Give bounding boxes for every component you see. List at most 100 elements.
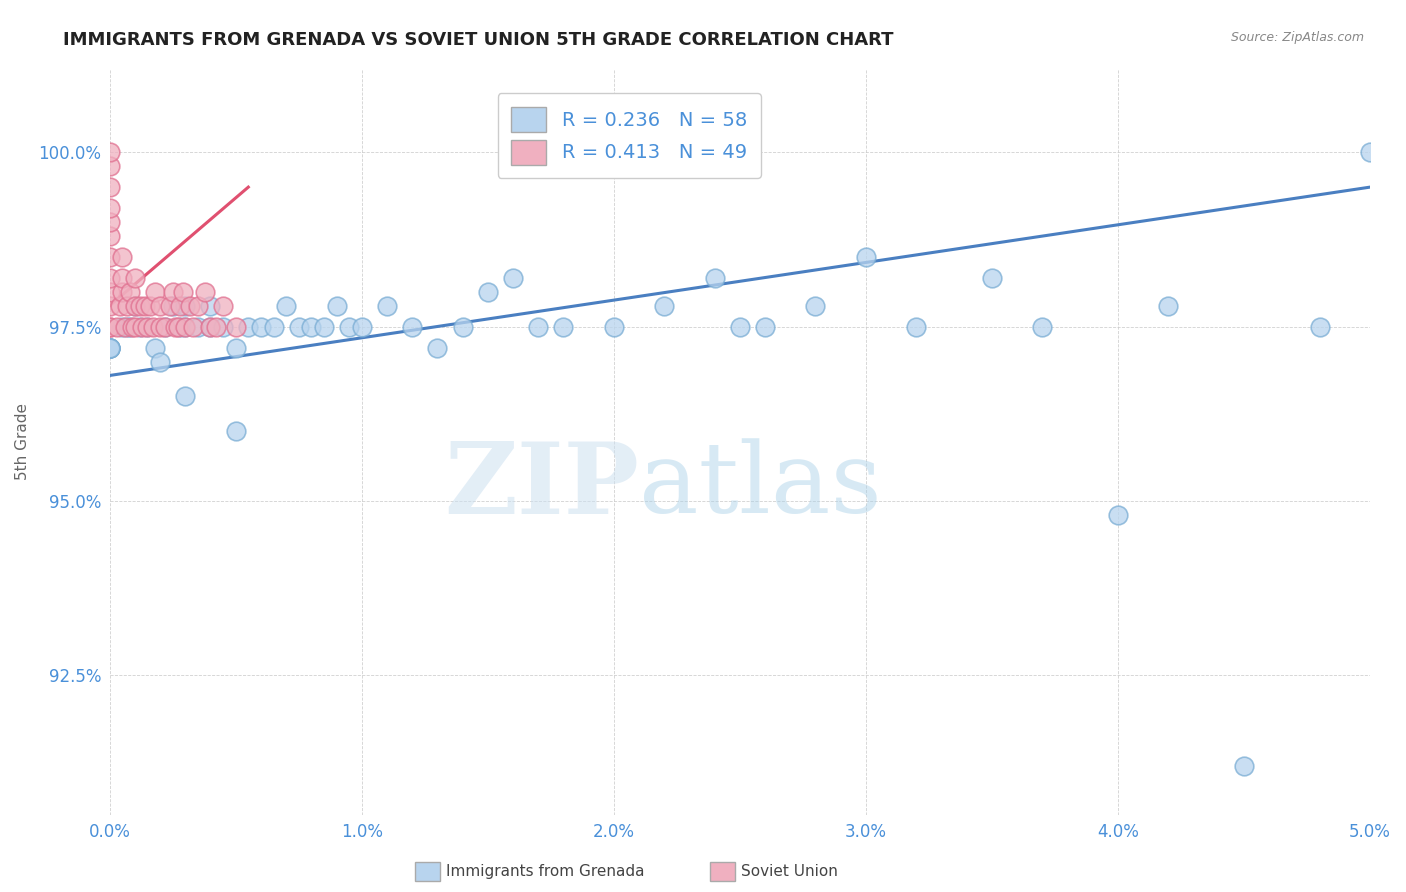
Point bbox=[124, 299, 146, 313]
Point bbox=[149, 299, 172, 313]
Point bbox=[114, 319, 136, 334]
Point bbox=[162, 285, 184, 299]
Point bbox=[855, 250, 877, 264]
Point bbox=[98, 180, 121, 194]
Point bbox=[143, 285, 166, 299]
Point bbox=[703, 270, 725, 285]
Point bbox=[98, 145, 121, 160]
Point bbox=[225, 319, 247, 334]
Point bbox=[181, 319, 204, 334]
Point bbox=[804, 299, 827, 313]
Point bbox=[111, 270, 134, 285]
Point bbox=[98, 299, 121, 313]
Point bbox=[1107, 508, 1129, 522]
Point bbox=[603, 319, 626, 334]
Point bbox=[299, 319, 322, 334]
Text: IMMIGRANTS FROM GRENADA VS SOVIET UNION 5TH GRADE CORRELATION CHART: IMMIGRANTS FROM GRENADA VS SOVIET UNION … bbox=[63, 31, 894, 49]
Point bbox=[98, 215, 121, 229]
Point bbox=[527, 319, 550, 334]
Point bbox=[98, 201, 121, 215]
Point bbox=[153, 319, 176, 334]
Point bbox=[143, 341, 166, 355]
Point bbox=[337, 319, 360, 334]
Point bbox=[129, 319, 152, 334]
Point bbox=[174, 389, 197, 403]
Point bbox=[1157, 299, 1180, 313]
Point bbox=[172, 285, 194, 299]
Point bbox=[117, 319, 139, 334]
Point bbox=[553, 319, 575, 334]
Point bbox=[187, 299, 209, 313]
Point bbox=[174, 319, 197, 334]
Point bbox=[174, 299, 197, 313]
Point bbox=[179, 299, 201, 313]
Point bbox=[174, 319, 197, 334]
Point bbox=[149, 319, 172, 334]
Point bbox=[141, 319, 163, 334]
Point bbox=[502, 270, 524, 285]
Point bbox=[451, 319, 474, 334]
Point bbox=[136, 319, 159, 334]
Point bbox=[225, 341, 247, 355]
Point bbox=[200, 319, 222, 334]
Point bbox=[166, 319, 188, 334]
Point bbox=[169, 319, 191, 334]
Point bbox=[117, 299, 139, 313]
Point bbox=[204, 319, 226, 334]
Point bbox=[98, 250, 121, 264]
Point bbox=[98, 285, 121, 299]
Text: Source: ZipAtlas.com: Source: ZipAtlas.com bbox=[1230, 31, 1364, 45]
Point bbox=[287, 319, 309, 334]
Point bbox=[426, 341, 449, 355]
Point bbox=[754, 319, 776, 334]
Point bbox=[1358, 145, 1381, 160]
Point bbox=[111, 319, 134, 334]
Point bbox=[98, 341, 121, 355]
Text: Soviet Union: Soviet Union bbox=[741, 864, 838, 879]
Point bbox=[98, 229, 121, 244]
Legend: R = 0.236   N = 58, R = 0.413   N = 49: R = 0.236 N = 58, R = 0.413 N = 49 bbox=[498, 93, 761, 178]
Point bbox=[111, 250, 134, 264]
Point bbox=[134, 299, 156, 313]
Point bbox=[98, 341, 121, 355]
Point bbox=[98, 159, 121, 173]
Point bbox=[98, 341, 121, 355]
Point bbox=[169, 299, 191, 313]
Point bbox=[98, 319, 121, 334]
Point bbox=[98, 341, 121, 355]
Point bbox=[187, 319, 209, 334]
Point bbox=[225, 425, 247, 439]
Point bbox=[652, 299, 675, 313]
Point bbox=[1309, 319, 1331, 334]
Point bbox=[212, 319, 235, 334]
Point bbox=[250, 319, 273, 334]
Point bbox=[276, 299, 298, 313]
Point bbox=[153, 319, 176, 334]
Text: Immigrants from Grenada: Immigrants from Grenada bbox=[446, 864, 644, 879]
Point bbox=[139, 299, 162, 313]
Point bbox=[162, 299, 184, 313]
Point bbox=[124, 270, 146, 285]
Point bbox=[325, 299, 347, 313]
Point bbox=[108, 299, 131, 313]
Point bbox=[124, 319, 146, 334]
Point bbox=[118, 319, 141, 334]
Point bbox=[200, 299, 222, 313]
Point bbox=[350, 319, 373, 334]
Point bbox=[159, 299, 181, 313]
Point bbox=[149, 354, 172, 368]
Point bbox=[194, 285, 217, 299]
Point bbox=[238, 319, 260, 334]
Point bbox=[401, 319, 423, 334]
Point bbox=[105, 319, 128, 334]
Point bbox=[477, 285, 499, 299]
Point bbox=[1031, 319, 1053, 334]
Point bbox=[165, 319, 187, 334]
Point bbox=[1233, 759, 1256, 773]
Point bbox=[200, 319, 222, 334]
Point bbox=[121, 319, 143, 334]
Point bbox=[131, 319, 153, 334]
Point bbox=[905, 319, 928, 334]
Point bbox=[124, 299, 146, 313]
Point bbox=[981, 270, 1004, 285]
